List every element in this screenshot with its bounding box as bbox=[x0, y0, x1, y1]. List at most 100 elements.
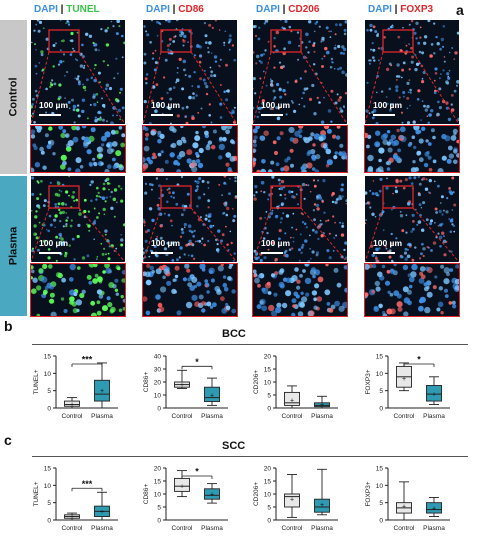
box-plot-scc-cd86: 0 5 10 15 20 CD86+ + Control + Plasma * bbox=[140, 462, 236, 547]
y-tick-label: 5 bbox=[157, 505, 161, 512]
scale-bar bbox=[39, 114, 61, 116]
y-tick-label: 15 bbox=[376, 354, 384, 361]
zoom-region-box bbox=[160, 185, 192, 209]
box-plasma bbox=[314, 498, 330, 513]
zoom-region-box bbox=[382, 29, 414, 53]
x-tick-label: Control bbox=[282, 413, 304, 420]
scale-bar bbox=[261, 114, 283, 116]
y-tick-label: 0 bbox=[267, 518, 271, 525]
x-tick-label: Plasma bbox=[201, 413, 223, 420]
mean-marker: + bbox=[320, 502, 324, 509]
mean-marker: + bbox=[180, 382, 184, 389]
micrograph-zoom-control-cd86 bbox=[142, 125, 238, 173]
zoom-region-box bbox=[48, 29, 80, 53]
box-plot-scc-foxp3: 0 5 10 15 FOXP3+ + Control + Plasma bbox=[362, 462, 458, 547]
zoom-region-box bbox=[48, 185, 80, 209]
y-tick-label: 10 bbox=[264, 492, 272, 499]
box-control bbox=[284, 493, 300, 508]
box-plasma bbox=[94, 379, 110, 402]
significance-label: *** bbox=[82, 355, 93, 365]
mean-marker: + bbox=[290, 497, 294, 504]
box-plasma bbox=[204, 488, 220, 500]
y-tick-label: 15 bbox=[44, 466, 52, 473]
box-plot-bcc-foxp3: 0 5 10 15 FOXP3+ + Control + Plasma * bbox=[362, 350, 458, 435]
x-tick-label: Control bbox=[62, 525, 84, 532]
box-control bbox=[284, 391, 300, 406]
x-tick-label: Plasma bbox=[91, 525, 113, 532]
micrograph-zoom-control-tunel bbox=[30, 125, 126, 173]
y-tick-label: 15 bbox=[376, 466, 384, 473]
x-tick-label: Plasma bbox=[311, 525, 333, 532]
scale-bar bbox=[39, 252, 61, 254]
section-divider-scc bbox=[32, 456, 468, 457]
mean-marker: + bbox=[70, 514, 74, 521]
mean-marker: + bbox=[180, 484, 184, 491]
micrograph-plasma-foxp3: 100 µm bbox=[365, 176, 459, 262]
mean-marker: + bbox=[402, 504, 406, 511]
micrograph-control-cd86: 100 µm bbox=[143, 20, 237, 124]
micrograph-control-foxp3: 100 µm bbox=[365, 20, 459, 124]
y-axis-label: CD86+ bbox=[143, 372, 150, 393]
mean-marker: + bbox=[432, 505, 436, 512]
micrograph-zoom-plasma-cd206 bbox=[252, 263, 348, 317]
y-tick-label: 10 bbox=[154, 492, 162, 499]
y-tick-label: 5 bbox=[267, 505, 271, 512]
y-tick-label: 40 bbox=[154, 354, 162, 361]
scale-bar bbox=[151, 252, 173, 254]
y-tick-label: 5 bbox=[379, 388, 383, 395]
y-tick-label: 20 bbox=[264, 466, 272, 473]
zoom-region-box bbox=[270, 29, 302, 53]
scale-bar-label: 100 µm bbox=[39, 100, 68, 110]
y-tick-label: 0 bbox=[47, 406, 51, 413]
y-tick-label: 20 bbox=[264, 354, 272, 361]
scale-bar-label: 100 µm bbox=[151, 100, 180, 110]
x-tick-label: Control bbox=[394, 413, 416, 420]
y-tick-label: 10 bbox=[44, 483, 52, 490]
box-plasma bbox=[426, 502, 442, 514]
mean-marker: + bbox=[290, 398, 294, 405]
y-axis-label: FOXP3+ bbox=[365, 369, 372, 394]
x-tick-label: Control bbox=[282, 525, 304, 532]
y-tick-label: 0 bbox=[157, 518, 161, 525]
micrograph-zoom-control-foxp3 bbox=[364, 125, 460, 173]
mean-marker: + bbox=[432, 392, 436, 399]
scale-bar-label: 100 µm bbox=[151, 238, 180, 248]
y-tick-label: 10 bbox=[376, 483, 384, 490]
y-tick-label: 30 bbox=[154, 367, 162, 374]
scale-bar-label: 100 µm bbox=[373, 238, 402, 248]
x-tick-label: Plasma bbox=[201, 525, 223, 532]
stain-header-cd206: DAPI | CD206 bbox=[256, 4, 320, 15]
y-tick-label: 20 bbox=[154, 380, 162, 387]
y-tick-label: 15 bbox=[264, 479, 272, 486]
box-plot-bcc-cd206: 0 5 10 15 20 CD206+ + Control + Plasma bbox=[250, 350, 346, 435]
x-tick-label: Control bbox=[172, 413, 194, 420]
scale-bar-label: 100 µm bbox=[261, 238, 290, 248]
micrograph-plasma-tunel: 100 µm bbox=[31, 176, 125, 262]
section-title-bcc: BCC bbox=[222, 328, 246, 340]
scale-bar bbox=[373, 114, 395, 116]
row-label-control: Control bbox=[0, 20, 27, 174]
micrograph-zoom-plasma-cd86 bbox=[142, 263, 238, 317]
micrograph-control-tunel: 100 µm bbox=[31, 20, 125, 124]
zoom-region-box bbox=[270, 185, 302, 209]
scale-bar bbox=[151, 114, 173, 116]
micrograph-zoom-plasma-tunel bbox=[30, 263, 126, 317]
zoom-region-box bbox=[160, 29, 192, 53]
mean-marker: + bbox=[100, 509, 104, 516]
mean-marker: + bbox=[70, 401, 74, 408]
micrograph-control-cd206: 100 µm bbox=[253, 20, 347, 124]
y-tick-label: 15 bbox=[264, 367, 272, 374]
x-tick-label: Control bbox=[62, 413, 84, 420]
mean-marker: + bbox=[210, 393, 214, 400]
micrograph-zoom-control-cd206 bbox=[252, 125, 348, 173]
significance-label: * bbox=[417, 355, 421, 365]
significance-label: *** bbox=[82, 479, 93, 489]
box-plot-bcc-tunel: 0 5 10 15 TUNEL+ + Control + Plasma *** bbox=[30, 350, 126, 435]
y-axis-label: FOXP3+ bbox=[365, 481, 372, 506]
scale-bar-label: 100 µm bbox=[261, 100, 290, 110]
scale-bar bbox=[373, 252, 395, 254]
y-tick-label: 10 bbox=[264, 380, 272, 387]
section-title-scc: SCC bbox=[222, 440, 246, 452]
stain-header-foxp3: DAPI | FOXP3 bbox=[368, 4, 434, 15]
y-tick-label: 10 bbox=[376, 371, 384, 378]
